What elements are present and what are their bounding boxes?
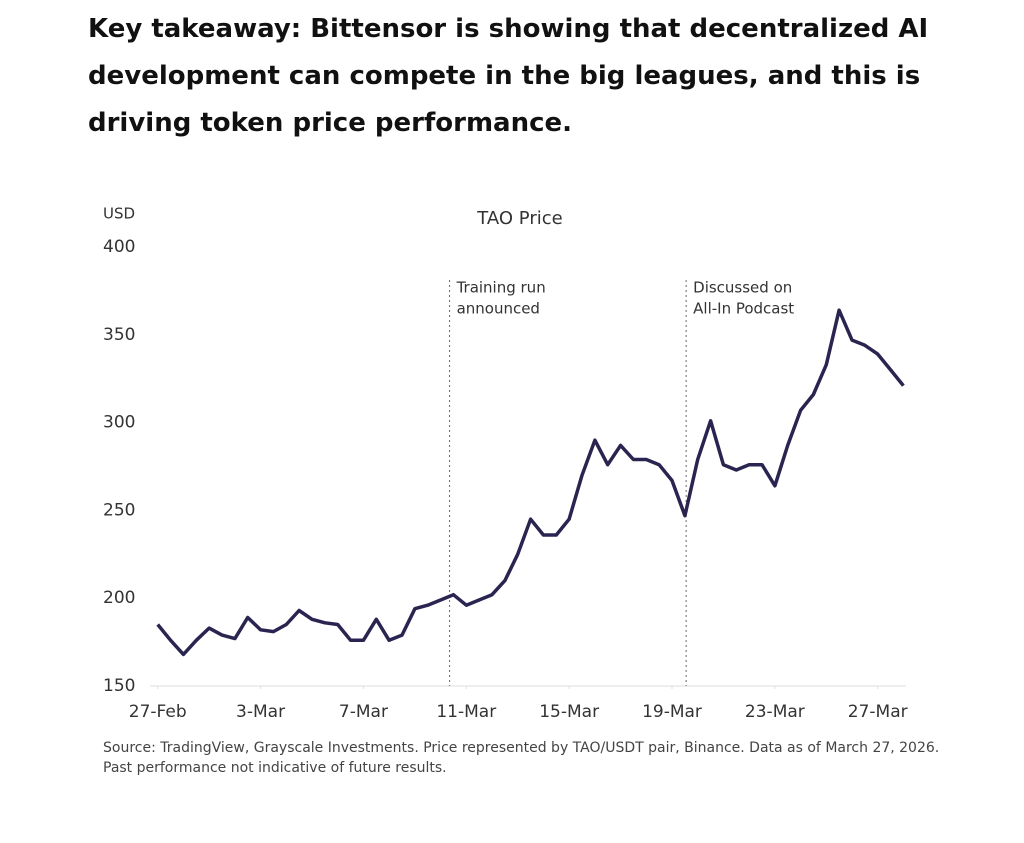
x-tick-label: 27-Mar <box>848 702 908 722</box>
y-tick-label: 400 <box>103 237 135 257</box>
y-tick-label: 150 <box>103 676 135 696</box>
source-note: Source: TradingView, Grayscale Investmen… <box>103 740 940 776</box>
y-tick-label: 250 <box>103 500 135 520</box>
chart-title: TAO Price <box>476 208 562 229</box>
annotation-label: All-In Podcast <box>693 300 794 318</box>
y-tick-label: 200 <box>103 588 135 608</box>
x-tick-label: 23-Mar <box>745 702 805 722</box>
annotation-label: Discussed on <box>693 279 792 297</box>
x-tick-label: 3-Mar <box>236 702 285 722</box>
x-tick-label: 7-Mar <box>339 702 388 722</box>
x-tick-label: 15-Mar <box>539 702 599 722</box>
x-tick-label: 27-Feb <box>129 702 187 722</box>
annotation-label: announced <box>457 300 540 318</box>
annotation-label: Training run <box>456 279 546 297</box>
x-tick-label: 11-Mar <box>436 702 496 722</box>
y-tick-label: 350 <box>103 325 135 345</box>
y-tick-label: 300 <box>103 413 135 433</box>
price-line <box>156 308 905 657</box>
y-axis-label: USD <box>103 205 135 223</box>
x-tick-label: 19-Mar <box>642 702 702 722</box>
heading: Key takeaway: Bittensor is showing that … <box>88 14 929 138</box>
